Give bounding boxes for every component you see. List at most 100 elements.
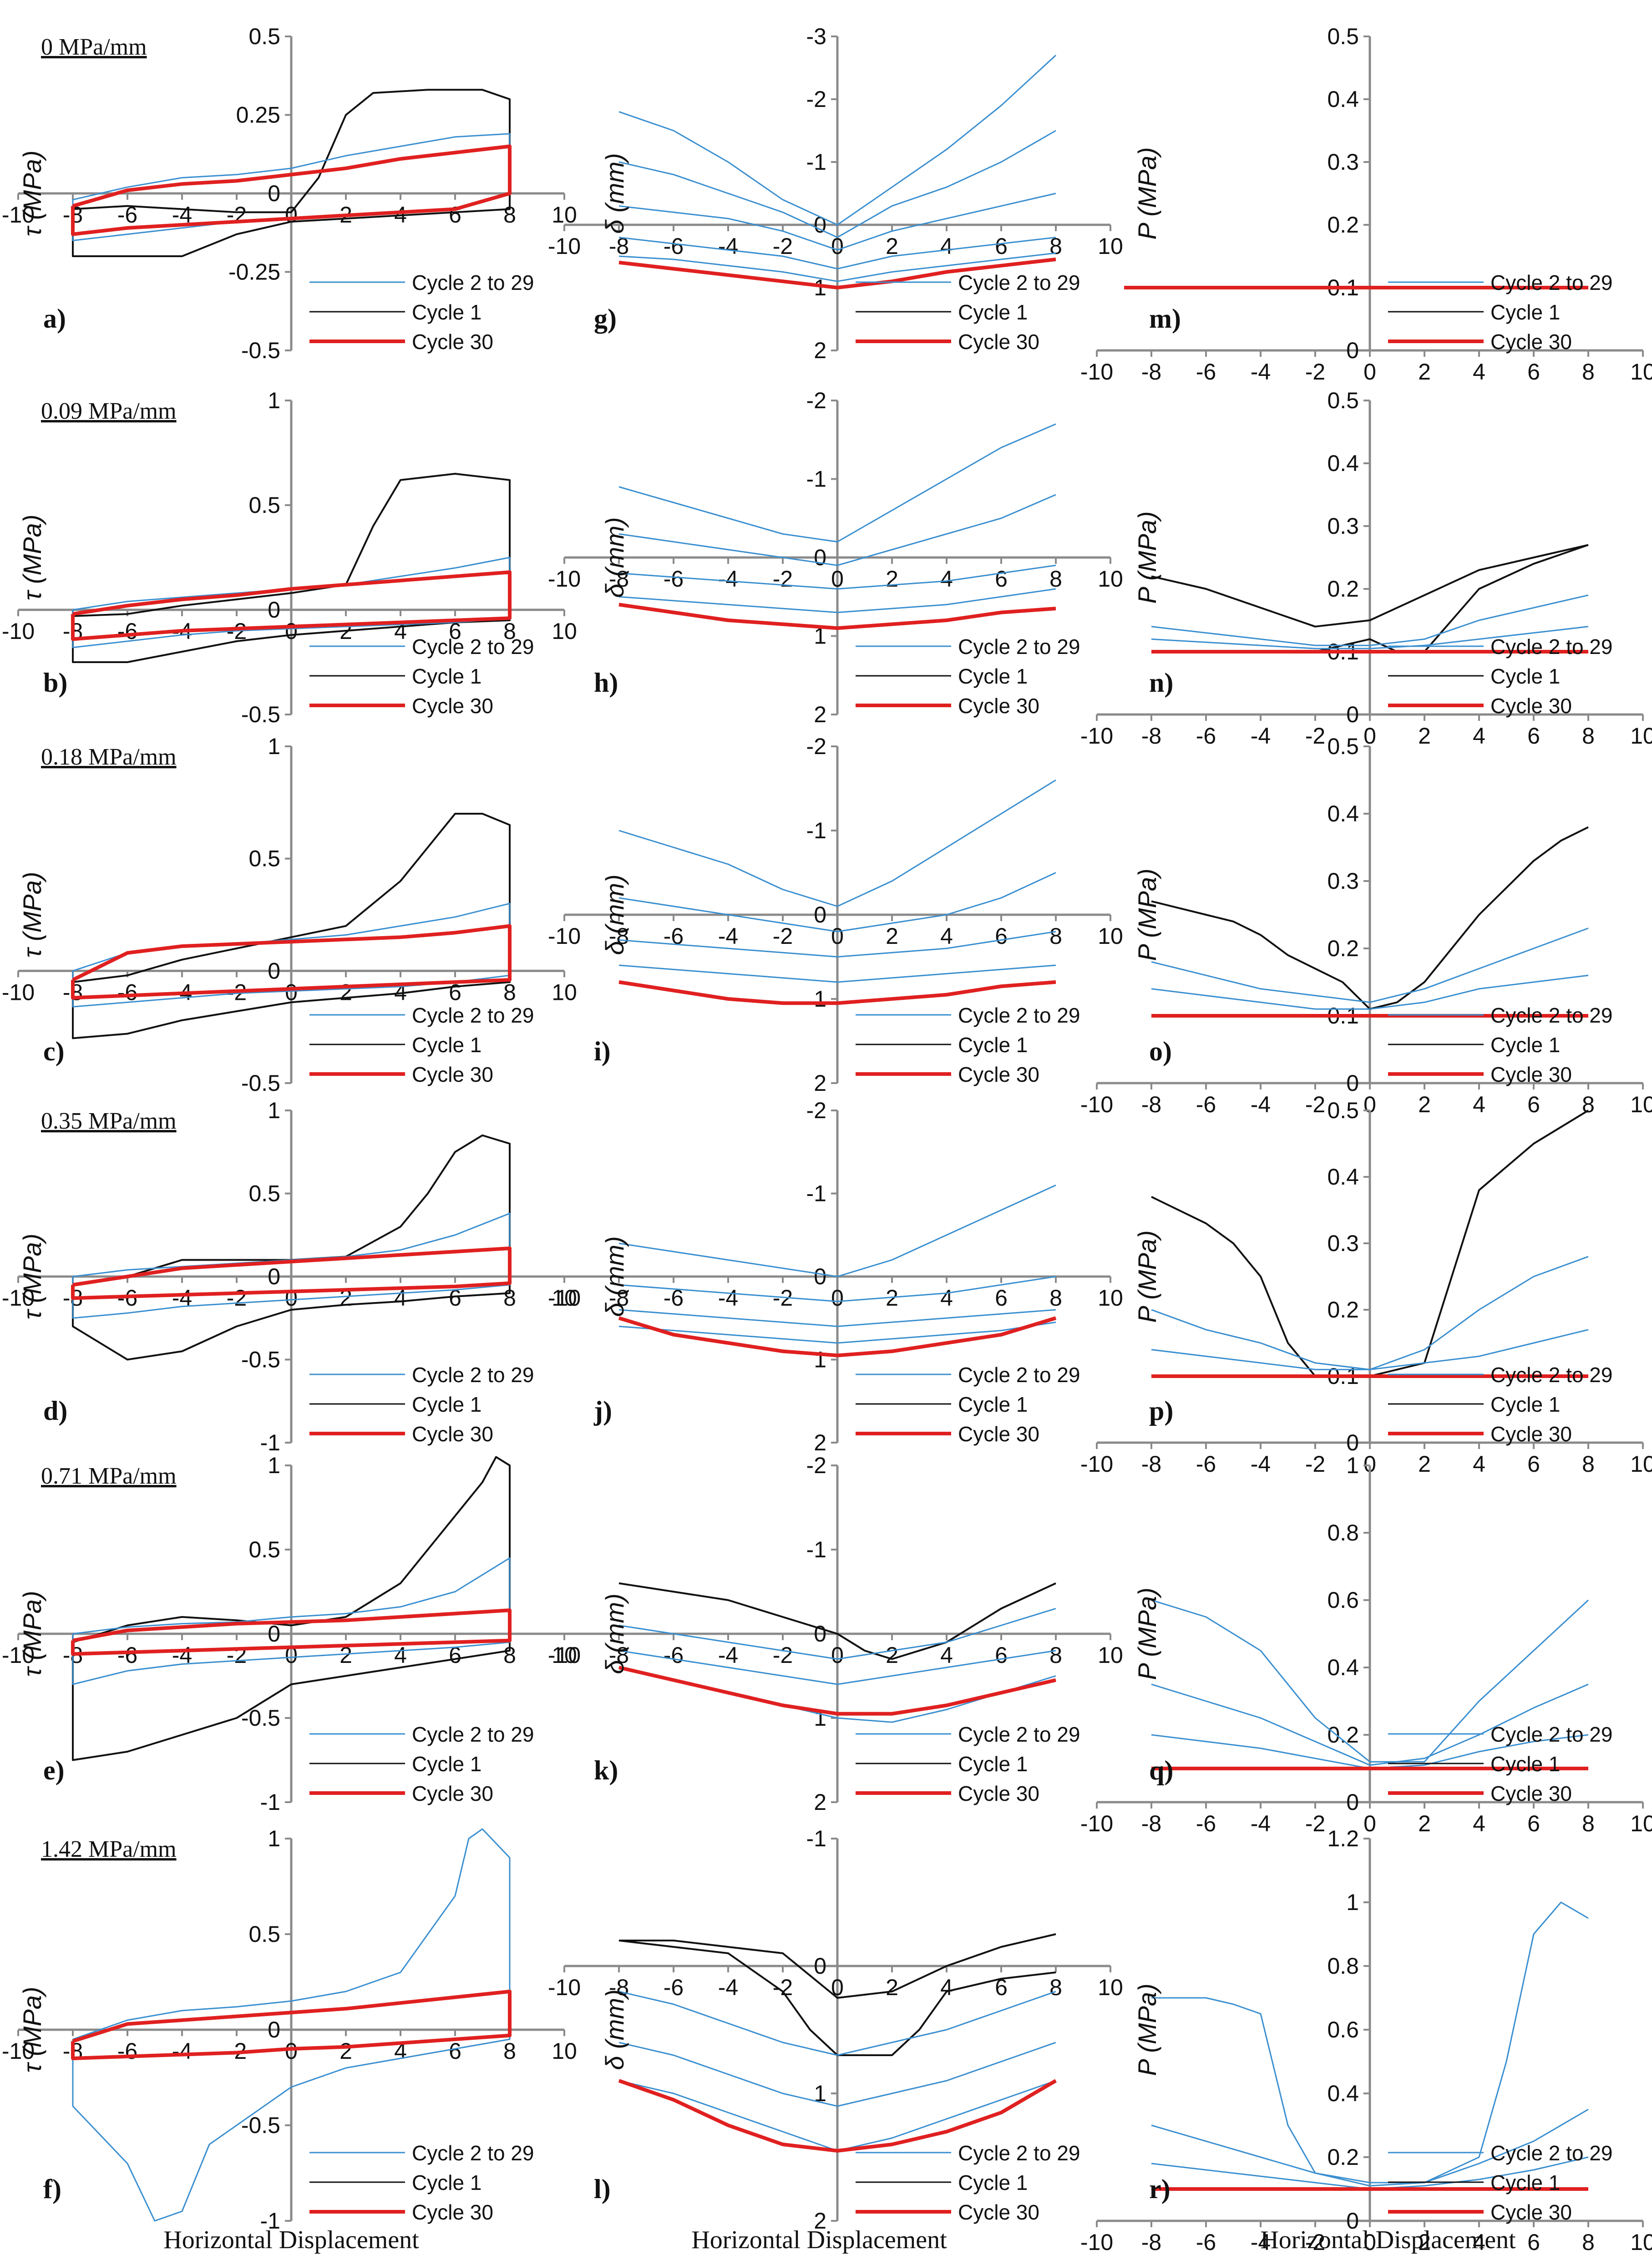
legend-label: Cycle 2 to 29: [958, 1723, 1080, 1746]
x-tick-label: -10: [1080, 2230, 1113, 2255]
x-tick-label: 2: [1418, 2230, 1431, 2255]
x-tick-label: -8: [1141, 2230, 1161, 2255]
x-tick-label: 8: [1049, 1975, 1062, 2000]
x-tick-label: 8: [1582, 359, 1595, 385]
y-tick-label: -1: [806, 818, 826, 843]
y-tick-label: 0.5: [248, 846, 280, 872]
y-tick-label: 0.3: [1327, 149, 1359, 175]
x-tick-label: -2: [227, 1285, 247, 1311]
legend-label: Cycle 30: [412, 2200, 493, 2224]
x-tick-label: 4: [1473, 359, 1485, 385]
legend-label: Cycle 30: [412, 694, 493, 718]
legend-label: Cycle 2 to 29: [412, 1723, 534, 1746]
x-tick-label: 0: [831, 566, 844, 592]
y-tick-label: -3: [806, 24, 826, 49]
x-tick-label: 6: [1527, 723, 1540, 749]
x-tick-label: -10: [548, 1285, 581, 1311]
x-tick-label: 0: [1363, 723, 1376, 749]
x-tick-label: -4: [1251, 2230, 1271, 2255]
legend-label: Cycle 30: [412, 1422, 493, 1446]
x-tick-label: 0: [1363, 359, 1376, 385]
y-tick-label: 1: [268, 1453, 280, 1478]
panel-label: e): [43, 1755, 65, 1785]
y-tick-label: 0.5: [1327, 388, 1359, 413]
x-tick-label: 4: [394, 1642, 407, 1668]
y-tick-label: 0: [1346, 1789, 1359, 1815]
x-tick-label: -8: [609, 923, 629, 949]
y-tick-label: 0.5: [248, 24, 280, 49]
y-tick-label: -1: [806, 149, 826, 175]
x-tick-label: 2: [886, 1642, 898, 1668]
series-line: [618, 423, 1056, 542]
x-tick-label: 10: [552, 1285, 577, 1311]
legend-label: Cycle 30: [958, 1422, 1039, 1446]
legend-label: Cycle 1: [958, 1393, 1028, 1416]
x-tick-label: 10: [552, 2038, 577, 2064]
x-tick-label: 6: [449, 202, 461, 228]
x-tick-label: 2: [1418, 359, 1431, 385]
series-line: [618, 603, 1056, 630]
y-tick-label: -0.5: [241, 1070, 280, 1096]
x-tick-label: 8: [503, 2038, 516, 2064]
series-line: [71, 570, 512, 641]
x-tick-label: -10: [1080, 1092, 1113, 1117]
y-tick-label: -2: [806, 1453, 826, 1478]
legend-label: Cycle 1: [412, 1033, 481, 1057]
y-tick-label: -1: [260, 1430, 280, 1455]
legend-label: Cycle 1: [412, 300, 481, 324]
legend-label: Cycle 2 to 29: [412, 635, 534, 659]
legend-label: Cycle 30: [412, 330, 493, 354]
y-tick-label: -2: [806, 1098, 826, 1123]
x-tick-label: 0: [831, 1975, 844, 2000]
series-line: [618, 1316, 1057, 1358]
legend-label: Cycle 30: [958, 1063, 1039, 1086]
x-tick-label: 2: [886, 233, 898, 259]
x-tick-label: -6: [664, 1642, 684, 1668]
y-tick-label: 0.8: [1327, 1520, 1359, 1545]
y-axis-label: P (MPa): [1133, 1587, 1161, 1680]
x-tick-label: 10: [1098, 566, 1123, 592]
legend-label: Cycle 2 to 29: [1490, 271, 1612, 294]
series-line: [618, 2042, 1056, 2107]
x-tick-label: -8: [609, 1975, 629, 2000]
panel-label: i): [594, 1036, 611, 1066]
x-tick-label: -6: [117, 1642, 137, 1668]
series-line: [618, 931, 1056, 958]
legend-label: Cycle 2 to 29: [1490, 635, 1612, 659]
x-tick-label: 4: [1473, 723, 1485, 749]
x-tick-label: 6: [1527, 1811, 1540, 1836]
x-tick-label: 4: [1473, 2230, 1485, 2255]
series-line: [1151, 594, 1589, 646]
y-axis-label: τ (MPa): [18, 872, 46, 958]
y-axis-label: P (MPa): [1133, 1230, 1161, 1323]
y-tick-label: 0: [268, 181, 280, 206]
y-tick-label: 0.4: [1327, 1655, 1359, 1680]
x-tick-label: -6: [1196, 359, 1216, 385]
x-tick-label: -10: [2, 1285, 35, 1311]
x-tick-label: -6: [117, 2038, 137, 2064]
stiffness-label: 0.35 MPa/mm: [41, 1108, 177, 1134]
panel-label: g): [594, 304, 617, 334]
legend-label: Cycle 1: [1490, 300, 1560, 324]
x-tick-label: 10: [1630, 1092, 1652, 1117]
y-tick-label: 0: [814, 902, 826, 927]
panel-label: l): [594, 2174, 611, 2204]
series-line: [618, 130, 1056, 238]
legend-label: Cycle 2 to 29: [1490, 1003, 1612, 1027]
y-tick-label: 0.2: [1327, 936, 1359, 961]
x-tick-label: -4: [718, 1642, 738, 1668]
x-tick-label: -2: [1305, 2230, 1325, 2255]
y-tick-label: 1.2: [1327, 1826, 1359, 1851]
legend-label: Cycle 2 to 29: [958, 1003, 1080, 1027]
y-tick-label: 0.3: [1327, 868, 1359, 894]
x-tick-label: -10: [1080, 723, 1113, 749]
stiffness-label: 0.18 MPa/mm: [41, 744, 177, 770]
y-tick-label: -2: [806, 734, 826, 759]
y-tick-label: -1: [806, 466, 826, 492]
y-axis-label: P (MPa): [1133, 511, 1161, 603]
